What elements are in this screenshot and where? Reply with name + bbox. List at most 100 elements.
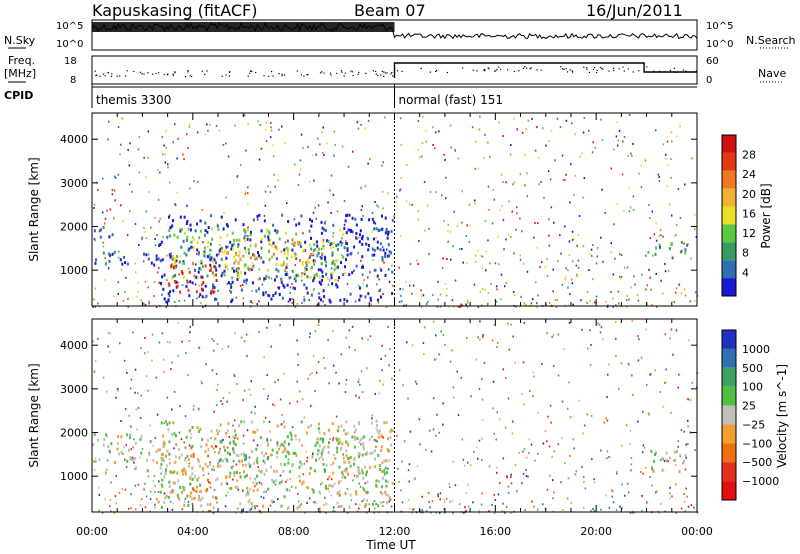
echo-cell <box>358 233 361 237</box>
scatter-cell <box>579 155 582 158</box>
echo-cell <box>382 248 385 252</box>
echo-cell <box>280 250 283 254</box>
power-colorbar-segment <box>722 152 736 171</box>
station-title: Kapuskasing (fitACF) <box>92 1 257 20</box>
freq-dot <box>281 75 283 77</box>
echo-cell <box>207 241 210 245</box>
scatter-cell <box>218 430 221 433</box>
scatter-cell <box>664 263 666 265</box>
scatter-cell <box>364 127 366 130</box>
freq-dot <box>673 67 675 69</box>
scatter-cell <box>479 338 481 341</box>
echo-cell <box>189 494 192 498</box>
scatter-cell <box>173 447 175 450</box>
scatter-cell <box>530 443 533 446</box>
scatter-cell <box>303 462 306 465</box>
scatter-cell <box>660 279 662 282</box>
scatter-cell <box>630 286 632 289</box>
echo-cell <box>282 444 285 448</box>
echo-cell <box>375 479 378 483</box>
scatter-cell <box>357 127 360 130</box>
scatter-cell <box>500 298 502 301</box>
echo-cell <box>362 476 365 480</box>
power-colorbar-frame <box>721 134 737 297</box>
echo-cell <box>245 278 248 282</box>
freq-dot <box>147 72 149 74</box>
freq-dot <box>271 71 273 73</box>
echo-cell <box>348 273 351 277</box>
scatter-cell <box>420 295 423 298</box>
echo-cell <box>317 247 320 251</box>
y-axis-label: Slant Range [km] <box>27 157 41 261</box>
scatter-cell <box>360 443 362 446</box>
echo-cell <box>665 459 668 463</box>
scatter-cell <box>488 510 490 513</box>
freq-dot <box>344 72 346 74</box>
echo-cell <box>360 217 363 221</box>
echo-cell <box>324 484 327 488</box>
scatter-cell <box>673 301 676 304</box>
scatter-cell <box>98 494 101 496</box>
scatter-cell <box>131 190 133 193</box>
scatter-cell <box>93 238 96 240</box>
echo-cell <box>291 242 294 246</box>
scatter-cell <box>406 163 408 166</box>
scatter-cell <box>236 479 239 482</box>
scatter-cell <box>147 475 150 478</box>
echo-cell <box>243 236 246 240</box>
echo-cell <box>336 438 339 442</box>
echo-cell <box>686 243 689 247</box>
cpid-bar: themis 3300 normal (fast) 151 <box>91 84 697 108</box>
freq-dot <box>685 70 687 72</box>
sky-strip-frame <box>91 19 698 51</box>
scatter-cell <box>256 303 258 306</box>
echo-cell <box>200 445 203 449</box>
scatter-cell <box>320 248 323 251</box>
scatter-cell <box>389 498 392 501</box>
echo-cell <box>188 270 191 274</box>
echo-cell <box>377 454 380 457</box>
x-tick-label: 12:00 <box>379 525 411 538</box>
echo-cell <box>182 260 185 264</box>
echo-cell <box>333 241 336 245</box>
scatter-cell <box>689 399 692 402</box>
echo-cell <box>299 460 302 464</box>
echo-cell <box>336 491 339 495</box>
scatter-cell <box>423 181 426 184</box>
echo-cell <box>197 270 200 274</box>
scatter-cell <box>428 500 430 503</box>
scatter-cell <box>695 236 698 238</box>
scatter-cell <box>251 261 254 264</box>
scatter-cell <box>185 457 187 459</box>
scatter-cell <box>498 263 500 266</box>
scatter-cell <box>426 510 428 513</box>
scatter-cell <box>505 377 507 379</box>
scatter-cell <box>239 164 242 167</box>
echo-cell <box>226 429 229 433</box>
scatter-cell <box>674 234 676 237</box>
echo-cell <box>188 294 191 298</box>
scatter-cell <box>487 292 490 294</box>
echo-cell <box>263 490 265 494</box>
scatter-cell <box>617 139 619 142</box>
scatter-cell <box>189 325 191 328</box>
scatter-cell <box>264 128 267 131</box>
freq-dot <box>593 67 595 69</box>
scatter-cell <box>245 149 247 152</box>
echo-cell <box>268 242 271 246</box>
echo-cell <box>238 424 241 428</box>
freq-dot <box>103 73 105 75</box>
scatter-cell <box>432 397 435 400</box>
echo-cell <box>218 249 221 253</box>
scatter-cell <box>537 156 540 159</box>
scatter-cell <box>645 328 647 331</box>
echo-cell <box>654 453 656 456</box>
scatter-cell <box>665 368 667 371</box>
echo-cell <box>680 240 683 244</box>
scatter-cell <box>591 458 593 461</box>
echo-cell <box>191 487 194 491</box>
echo-cell <box>313 262 316 266</box>
echo-cell <box>267 487 270 491</box>
echo-cell <box>108 449 111 453</box>
scatter-cell <box>613 223 615 226</box>
